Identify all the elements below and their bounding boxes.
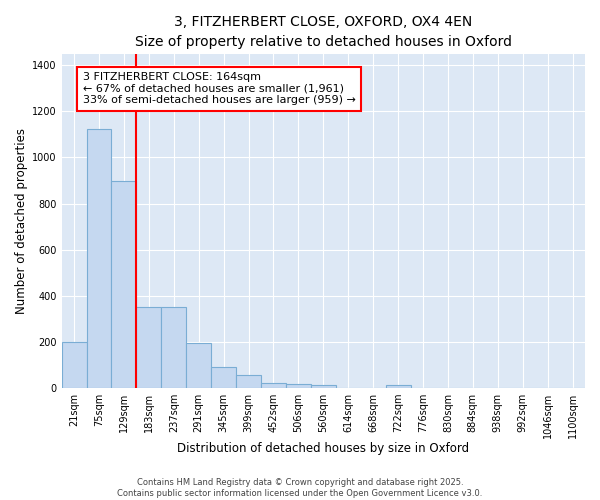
Bar	[261, 382, 286, 388]
Bar	[211, 367, 236, 388]
Bar	[86, 129, 112, 388]
Bar	[112, 181, 136, 388]
Bar	[186, 344, 211, 388]
X-axis label: Distribution of detached houses by size in Oxford: Distribution of detached houses by size …	[177, 442, 469, 455]
Bar	[62, 342, 86, 388]
Bar	[311, 385, 336, 388]
Title: 3, FITZHERBERT CLOSE, OXFORD, OX4 4EN
Size of property relative to detached hous: 3, FITZHERBERT CLOSE, OXFORD, OX4 4EN Si…	[135, 15, 512, 48]
Bar	[236, 374, 261, 388]
Bar	[161, 307, 186, 388]
Bar	[386, 385, 410, 388]
Bar	[136, 307, 161, 388]
Text: Contains HM Land Registry data © Crown copyright and database right 2025.
Contai: Contains HM Land Registry data © Crown c…	[118, 478, 482, 498]
Y-axis label: Number of detached properties: Number of detached properties	[15, 128, 28, 314]
Text: 3 FITZHERBERT CLOSE: 164sqm
← 67% of detached houses are smaller (1,961)
33% of : 3 FITZHERBERT CLOSE: 164sqm ← 67% of det…	[83, 72, 356, 106]
Bar	[286, 384, 311, 388]
